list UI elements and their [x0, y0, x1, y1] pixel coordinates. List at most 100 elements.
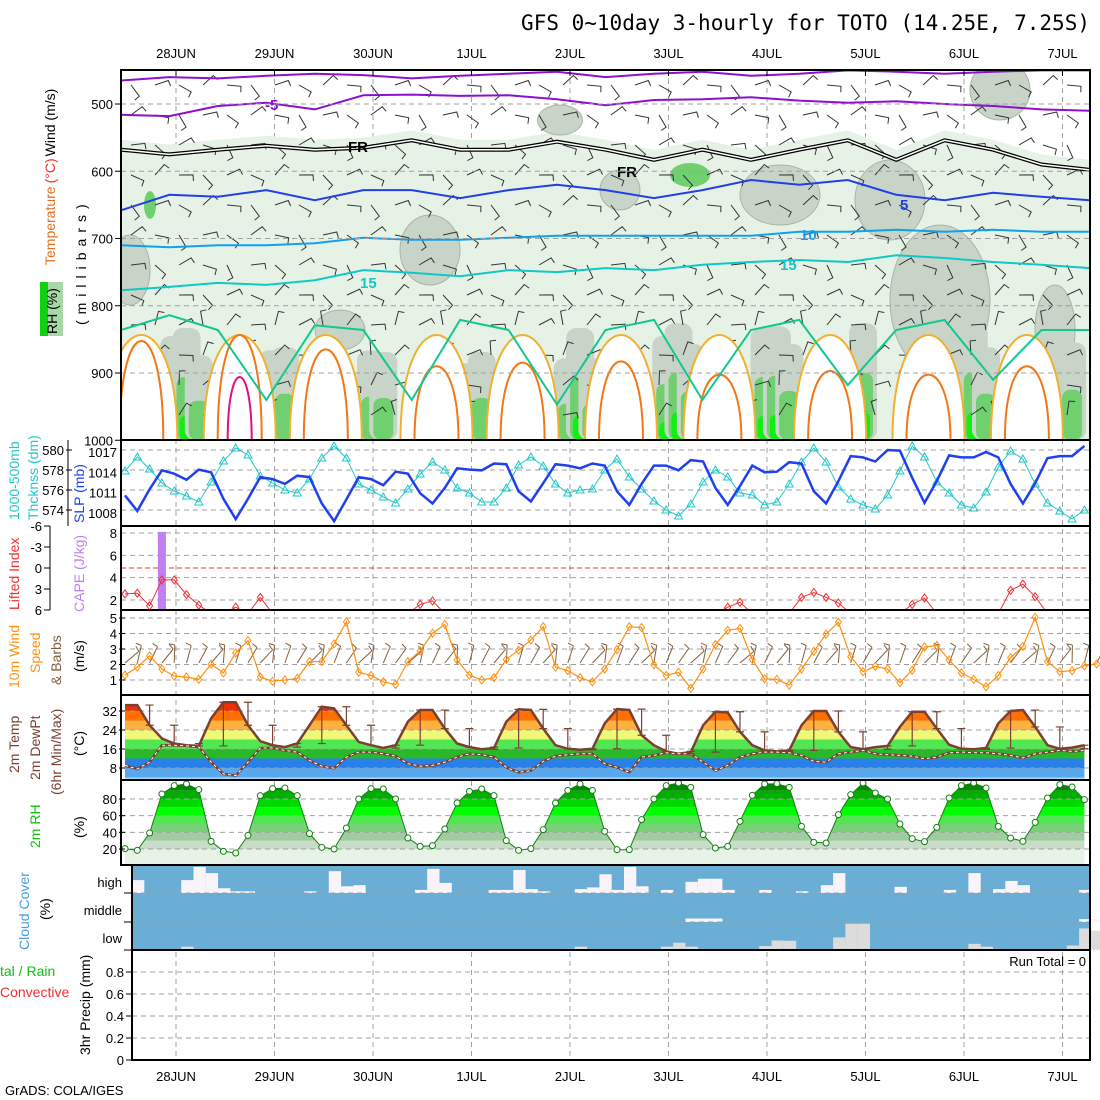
temp-minmax-bar: [1006, 710, 1015, 749]
wind-barb: [778, 84, 792, 98]
temp-minmax-bar: [834, 710, 843, 733]
wind-barb: [346, 204, 362, 213]
precip-tick-label: 0.2: [106, 1031, 124, 1046]
wind-barb: [946, 264, 954, 282]
wind-barb: [418, 317, 436, 326]
wind-barb: [682, 341, 694, 356]
thickness-point: [845, 493, 856, 503]
wind-barb: [346, 313, 361, 326]
wind-barb: [658, 234, 667, 251]
wind-barb: [874, 283, 890, 296]
wind-barb: [826, 114, 840, 129]
thickness-point: [390, 497, 401, 507]
wind-speed-point: [133, 662, 141, 672]
rh-point: [933, 823, 941, 831]
wind-barb: [298, 257, 315, 266]
wind-barb: [1022, 645, 1037, 664]
slp-tick-label: 1017: [88, 445, 117, 460]
wind-barb: [130, 142, 147, 150]
temp-line: [125, 700, 1085, 756]
rh-point: [748, 791, 756, 799]
wind-barb: [538, 114, 547, 131]
wind-barb: [530, 643, 541, 664]
thickness-point: [526, 451, 536, 461]
wind-barb: [948, 642, 957, 664]
wind-barb: [538, 234, 547, 251]
cloud-high-bar: [525, 889, 538, 893]
cloud-high-bar: [943, 889, 957, 893]
thickness-point: [476, 496, 487, 506]
temp-minmax-bar: [317, 706, 326, 745]
wind-speed-point: [847, 651, 855, 662]
wind-barb: [161, 644, 174, 664]
wind-barb: [754, 163, 770, 176]
rh-point: [810, 838, 818, 846]
wind-barb: [946, 288, 964, 296]
wind-speed-point: [502, 654, 510, 665]
rh-point: [527, 845, 535, 853]
wind-barb: [898, 317, 916, 326]
isotherm-label: FR: [348, 139, 368, 156]
wind-speed-point: [576, 672, 584, 683]
wind-barb: [1033, 642, 1040, 664]
cloud-low-bar: [968, 943, 981, 950]
rh-tick-label: 20: [103, 842, 117, 857]
rh-point: [662, 782, 670, 790]
thickness-point: [427, 456, 438, 466]
wind-barb: [226, 204, 242, 213]
wind-barb: [394, 163, 410, 176]
wind-speed-point: [699, 664, 707, 674]
rh-point: [871, 789, 879, 797]
wind-barb: [802, 174, 814, 191]
isotherm-30-tongue: [598, 360, 644, 440]
cape-bar: [157, 531, 166, 610]
wind-speed-point: [121, 670, 129, 681]
isotherm--5: [121, 93, 1090, 118]
precip-tick-label: 0: [117, 1053, 124, 1068]
wind-speed-point: [195, 674, 203, 685]
wind-barb: [778, 354, 794, 362]
wind-barb: [874, 644, 888, 664]
wind-barb: [922, 111, 939, 118]
wind-speed-point: [908, 665, 916, 676]
cloud-low-bar: [1066, 945, 1080, 950]
thickness-point: [501, 482, 512, 492]
wind-barb: [154, 199, 172, 207]
temp-minmax-bar: [637, 708, 646, 736]
wind-barb: [395, 643, 407, 664]
top-day-label: 2JUL: [555, 46, 585, 61]
isotherm-25-tongue: [793, 334, 868, 440]
wind-barb: [130, 204, 140, 221]
cloud-low-bar: [660, 946, 674, 950]
wind-barb: [802, 294, 814, 311]
rh-point: [158, 790, 166, 798]
wind-barb: [202, 111, 219, 118]
wind-barb: [370, 204, 380, 221]
wind-barb: [1042, 144, 1057, 156]
wind-barb: [226, 114, 240, 129]
wind-barb: [778, 402, 793, 416]
li-point: [908, 599, 916, 610]
wind-barb: [178, 114, 187, 131]
wind-barb: [210, 644, 224, 664]
wind-barb: [198, 643, 208, 664]
wind-speed-point: [527, 635, 535, 645]
wind-barb: [1066, 313, 1081, 326]
wind-barb: [1083, 642, 1090, 664]
wind-barb: [727, 643, 739, 664]
wind-barb: [658, 294, 674, 301]
wind-barb: [562, 264, 577, 276]
bottom-day-label: 6JUL: [949, 1069, 979, 1084]
thickness-point: [759, 499, 770, 509]
wind-speed-point: [859, 666, 867, 677]
isotherm-25-tongue: [989, 334, 1064, 440]
wind-barb: [154, 264, 167, 280]
wind-barb: [1066, 264, 1074, 282]
rh-band: [125, 832, 1085, 841]
wind-barb: [562, 341, 574, 356]
wind-barb: [826, 144, 834, 162]
temp-minmax-bar: [170, 724, 179, 745]
wind-barb: [394, 264, 407, 280]
cape-tick-label: 2: [110, 593, 117, 608]
wind-speed-point: [158, 664, 166, 674]
